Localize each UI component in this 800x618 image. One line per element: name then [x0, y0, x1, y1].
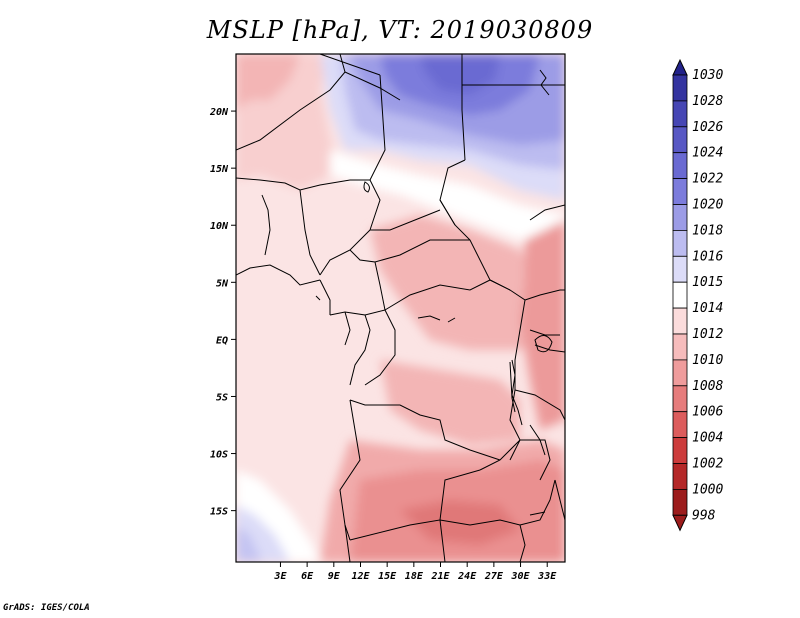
lon-tick-label: 24E [457, 571, 477, 582]
field-1014-band [330, 150, 565, 240]
colorbar-label: 1008 [692, 379, 723, 394]
colorbar-label: 1002 [692, 457, 723, 472]
lat-tick-label: 5N [216, 278, 229, 289]
colorbar-swatch [672, 100, 688, 128]
colorbar-swatch [672, 307, 688, 335]
colorbar-label: 1022 [692, 172, 723, 187]
field-1010-northwest [236, 54, 300, 110]
plot-frame [235, 53, 566, 563]
colorbar-swatch [672, 178, 688, 205]
lat-tick-label: 20N [209, 107, 229, 118]
lon-tick-label: 30E [511, 571, 531, 582]
field-1006-south [400, 500, 520, 545]
colorbar-swatch [672, 126, 688, 154]
colorbar-label: 1016 [692, 249, 723, 264]
colorbar-label: 1006 [692, 405, 723, 420]
colorbar-swatch [672, 437, 688, 464]
field-1010-congo [380, 360, 520, 445]
colorbar-label: 1030 [692, 68, 723, 83]
colorbar-label: 1024 [692, 146, 723, 161]
country-borders [236, 54, 565, 562]
grads-credit: GrADS: IGES/COLA [3, 603, 90, 613]
colorbar-label: 1000 [692, 482, 723, 497]
colorbar-label: 1020 [692, 198, 723, 213]
colorbar-swatch [672, 333, 688, 361]
colorbar-swatch [672, 359, 688, 387]
colorbar-label: 1015 [692, 275, 723, 290]
colorbar-label: 1026 [692, 120, 723, 135]
colorbar-swatch [672, 255, 688, 283]
lon-tick-label: 3E [273, 571, 287, 582]
lon-tick-label: 21E [430, 571, 450, 582]
colorbar-swatch [672, 463, 688, 490]
colorbar-label: 998 [692, 508, 716, 523]
lat-tick-label: 5S [216, 392, 228, 403]
colorbar-label: 1014 [692, 301, 723, 316]
lon-tick-label: 27E [484, 571, 504, 582]
colorbar-label: 1018 [692, 223, 723, 238]
lon-tick-label: 33E [537, 571, 557, 582]
lon-tick-label: 9E [328, 571, 341, 582]
field-1016-southwest [236, 525, 262, 562]
latitude-axis: 20N 15N 10N 5N EQ 5S 10S 15S [209, 107, 236, 518]
pressure-field [236, 54, 565, 562]
colorbar-swatch [672, 204, 688, 231]
colorbar-top-arrow [672, 58, 688, 76]
lon-tick-label: 6E [301, 571, 314, 582]
map-title: MSLP [hPa], VT: 2019030809 [206, 16, 594, 44]
colorbar-swatch [672, 281, 688, 309]
lon-tick-label: 12E [351, 571, 370, 582]
colorbar-label: 1012 [692, 327, 723, 342]
lat-tick-label: EQ [216, 335, 228, 346]
lat-tick-label: 15S [210, 507, 228, 518]
lat-tick-label: 10N [210, 221, 229, 232]
lon-tick-label: 18E [405, 571, 424, 582]
colorbar-label: 1004 [692, 431, 723, 446]
colorbar: 1030 1028 1026 1024 1022 1020 1018 1016 1015 1014… [672, 58, 723, 532]
field-1010-central [370, 215, 545, 350]
colorbar-swatch [672, 152, 688, 179]
colorbar-bottom-arrow [672, 514, 688, 532]
lon-tick-label: 15E [378, 571, 397, 582]
colorbar-label: 1010 [692, 353, 723, 368]
colorbar-swatch [672, 229, 688, 257]
colorbar-label: 1028 [692, 94, 723, 109]
colorbar-swatch [672, 488, 688, 516]
colorbar-swatch [672, 385, 688, 413]
colorbar-swatch [672, 74, 688, 102]
lat-tick-label: 10S [210, 450, 228, 461]
colorbar-swatch [672, 411, 688, 439]
field-1008-east [520, 220, 565, 430]
longitude-axis: 3E 6E 9E 12E 15E 18E 21E 24E 27E 30E 33E [273, 562, 557, 582]
lat-tick-label: 15N [210, 164, 229, 175]
